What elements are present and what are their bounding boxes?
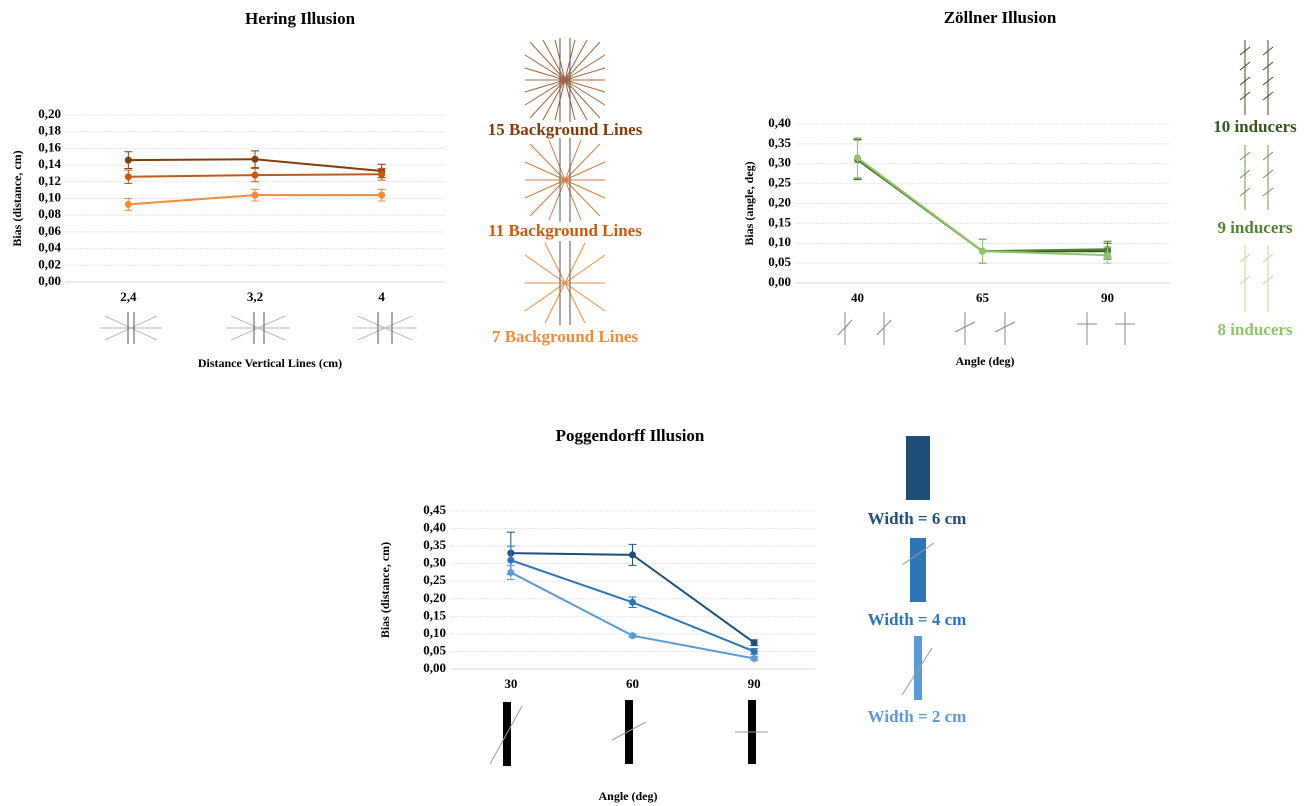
y-tick-label: 0,14: [38, 156, 61, 171]
data-point: [125, 201, 132, 208]
y-tick-label: 0,20: [423, 590, 446, 605]
zollner-stimuli: [1240, 40, 1273, 312]
x-tick-label: 2,4: [120, 289, 137, 304]
x-tick-label: 90: [1101, 290, 1114, 305]
hering-stimulus-15: [525, 38, 605, 122]
data-point: [751, 639, 758, 646]
y-tick-label: 0,25: [768, 175, 791, 190]
y-tick-label: 0,05: [768, 254, 791, 269]
y-tick-label: 0,00: [38, 273, 61, 288]
data-point: [125, 173, 132, 180]
x-tick-label: 60: [626, 676, 639, 691]
y-axis-label: Bias (distance, cm): [378, 542, 392, 638]
data-point: [507, 557, 514, 564]
data-point: [629, 599, 636, 606]
legend-label: 8 inducers: [1217, 320, 1292, 339]
x-tick-label: 30: [504, 676, 517, 691]
legend-label: Width = 4 cm: [868, 610, 967, 629]
x-axis-label: Distance Vertical Lines (cm): [198, 356, 342, 370]
series-line: [858, 160, 1108, 251]
legend-label: Width = 6 cm: [868, 509, 967, 528]
data-point: [252, 156, 259, 163]
data-point: [1104, 252, 1111, 259]
zollner-axis-stimuli: [838, 312, 1135, 345]
poggendorff-axis-stimuli: [490, 700, 768, 766]
y-tick-label: 0,10: [423, 625, 446, 640]
hering-axis-stimuli: [100, 312, 417, 344]
x-tick-label: 65: [976, 290, 990, 305]
y-tick-label: 0,30: [423, 555, 446, 570]
data-point: [507, 569, 514, 576]
data-point: [629, 551, 636, 558]
y-tick-label: 0,15: [423, 607, 446, 622]
y-tick-label: 0,30: [768, 155, 791, 170]
y-tick-label: 0,35: [768, 135, 791, 150]
x-axis-label: Angle (deg): [599, 789, 658, 803]
legend-label: 7 Background Lines: [492, 327, 639, 346]
legend-label: Width = 2 cm: [868, 707, 967, 726]
y-tick-label: 0,08: [38, 206, 61, 221]
hering-stimulus-11: [525, 138, 605, 222]
data-point: [252, 192, 259, 199]
chart-title: Zöllner Illusion: [944, 8, 1057, 27]
y-tick-label: 0,40: [423, 520, 446, 535]
y-tick-label: 0,25: [423, 572, 446, 587]
data-point: [252, 172, 259, 179]
x-axis-label: Angle (deg): [956, 354, 1015, 368]
poggendorff-stimuli: [902, 436, 934, 700]
y-axis-label: Bias (distance, cm): [10, 150, 24, 246]
figure: Hering Illusion0,000,020,040,060,080,100…: [0, 0, 1310, 806]
data-point: [629, 632, 636, 639]
y-tick-label: 0,15: [768, 214, 791, 229]
y-tick-label: 0,12: [38, 173, 61, 188]
y-tick-label: 0,35: [423, 537, 446, 552]
y-tick-label: 0,16: [38, 139, 61, 154]
y-tick-label: 0,20: [768, 194, 791, 209]
data-point: [979, 248, 986, 255]
y-tick-label: 0,18: [38, 123, 61, 138]
data-point: [378, 171, 385, 178]
hering-stimulus-7: [525, 241, 605, 325]
y-tick-label: 0,05: [423, 642, 446, 657]
y-tick-label: 0,10: [768, 234, 791, 249]
chart-title: Hering Illusion: [245, 9, 356, 28]
y-tick-label: 0,00: [768, 274, 791, 289]
y-tick-label: 0,20: [38, 106, 61, 121]
data-point: [378, 192, 385, 199]
y-tick-label: 0,04: [38, 240, 61, 255]
legend-label: 10 inducers: [1213, 117, 1297, 136]
x-tick-label: 40: [851, 290, 864, 305]
y-tick-label: 0,00: [423, 660, 446, 675]
x-tick-label: 90: [748, 676, 761, 691]
y-tick-label: 0,45: [423, 502, 446, 517]
y-axis-label: Bias (angle, deg): [742, 161, 756, 245]
y-tick-label: 0,40: [768, 115, 791, 130]
data-point: [751, 655, 758, 662]
y-tick-label: 0,06: [38, 223, 61, 238]
data-point: [854, 154, 861, 161]
data-point: [751, 648, 758, 655]
x-tick-label: 3,2: [247, 289, 263, 304]
data-point: [125, 157, 132, 164]
series-line: [858, 159, 1108, 251]
chart-title: Poggendorff Illusion: [556, 426, 705, 445]
legend-label: 15 Background Lines: [488, 120, 643, 139]
x-tick-label: 4: [378, 289, 385, 304]
y-tick-label: 0,02: [38, 256, 61, 271]
y-tick-label: 0,10: [38, 189, 61, 204]
legend-label: 11 Background Lines: [488, 221, 642, 240]
legend-label: 9 inducers: [1217, 218, 1292, 237]
